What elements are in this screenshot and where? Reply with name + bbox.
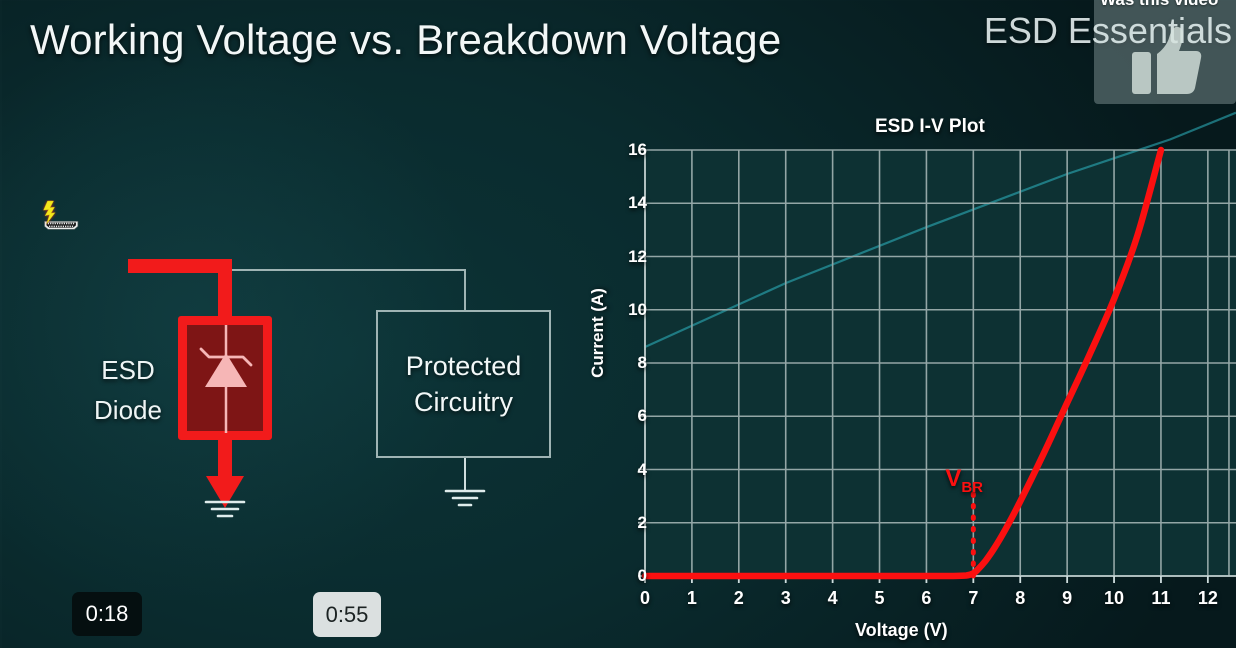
- x-tick-label: 4: [827, 588, 838, 608]
- zener-diode-icon: [199, 325, 253, 433]
- breakdown-voltage-symbol: V: [945, 465, 962, 493]
- y-tick-label: 16: [628, 140, 647, 159]
- signal-wire: [145, 269, 466, 310]
- y-tick-label: 12: [628, 246, 647, 266]
- esd-ground-icon: [204, 500, 246, 518]
- breakdown-voltage-subscript: BR: [961, 479, 984, 497]
- x-tick-label: 12: [1197, 588, 1218, 608]
- esd-diode-label-line2: Diode: [94, 395, 162, 426]
- survey-prompt: Was this video: [1100, 0, 1218, 10]
- chart-x-axis-label: Voltage (V): [855, 620, 948, 640]
- protected-circuitry-label-line2: Circuitry: [413, 387, 513, 417]
- circuit-diagram: ESD Diode Protected Circuitry: [0, 170, 590, 570]
- surge-current-path: [128, 259, 232, 316]
- decorative-background-curve: [644, 111, 1236, 349]
- breakdown-voltage-annotation: VBR: [945, 465, 983, 496]
- lightning-bolt-icon: [43, 200, 56, 224]
- hdmi-connector: [43, 200, 79, 230]
- y-tick-label: 6: [637, 406, 647, 426]
- y-tick-label: 10: [628, 299, 647, 319]
- thumbs-up-icon[interactable]: [1132, 26, 1202, 98]
- series-brand-title: ESD Essentials: [983, 10, 1232, 51]
- esd-diode-label-line1: ESD: [101, 355, 155, 385]
- y-tick-label: 4: [637, 459, 647, 479]
- total-duration-badge[interactable]: 0:55: [313, 592, 381, 637]
- current-time-badge[interactable]: 0:18: [72, 592, 142, 636]
- x-tick-label: 10: [1104, 588, 1125, 608]
- x-tick-label: 2: [733, 588, 744, 608]
- x-tick-label: 1: [686, 588, 697, 608]
- y-tick-label: 2: [637, 512, 647, 532]
- x-tick-label: 8: [1015, 588, 1026, 608]
- x-tick-label: 3: [780, 588, 791, 608]
- protected-circuitry-label-line1: Protected: [405, 350, 522, 381]
- protected-ground-icon: [444, 489, 486, 507]
- chart-title: ESD I-V Plot: [875, 116, 985, 137]
- surge-arrow-head: [206, 476, 244, 508]
- protected-circuitry-label: Protected Circuitry: [406, 348, 522, 421]
- chart-plot-area: [638, 111, 1236, 583]
- esd-diode-component: [178, 316, 272, 440]
- y-tick-label: 0: [637, 566, 647, 585]
- y-tick-label: 14: [628, 193, 647, 213]
- y-tick-label: 8: [637, 353, 647, 372]
- esd-diode-label: ESD Diode: [78, 350, 178, 431]
- x-tick-label: 7: [968, 588, 979, 608]
- iv-curve: [641, 146, 1165, 580]
- protected-circuitry-block: Protected Circuitry: [376, 310, 551, 458]
- x-tick-label: 6: [921, 588, 932, 608]
- circuit-wiring: [128, 259, 486, 518]
- survey-overlay[interactable]: Was this video: [1094, 0, 1236, 104]
- slide-title: Working Voltage vs. Breakdown Voltage: [30, 16, 782, 63]
- x-tick-label: 0: [639, 588, 650, 608]
- x-tick-label: 5: [874, 588, 885, 608]
- hdmi-port-body: [44, 220, 79, 230]
- x-tick-label: 9: [1062, 588, 1073, 608]
- x-tick-label: 11: [1151, 588, 1171, 608]
